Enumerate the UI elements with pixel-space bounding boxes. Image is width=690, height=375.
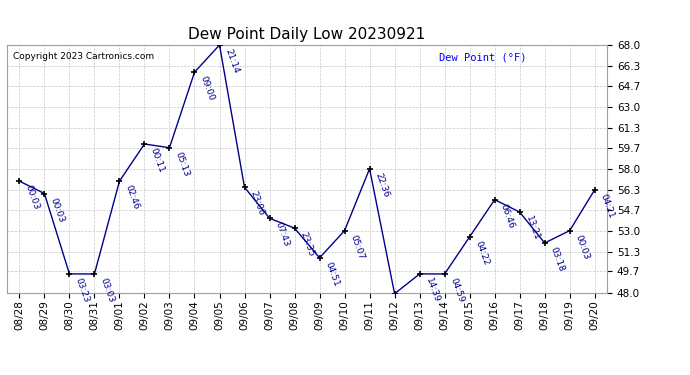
Text: 13:35: 13:35 <box>0 374 1 375</box>
Title: Dew Point Daily Low 20230921: Dew Point Daily Low 20230921 <box>188 27 426 42</box>
Text: 04:59: 04:59 <box>448 277 466 304</box>
Text: 04:51: 04:51 <box>324 261 341 288</box>
Text: Dew Point (°F): Dew Point (°F) <box>439 53 526 62</box>
Text: 05:13: 05:13 <box>174 150 191 178</box>
Text: 05:07: 05:07 <box>348 233 366 261</box>
Text: 04:21: 04:21 <box>599 193 616 220</box>
Text: 09:00: 09:00 <box>199 75 216 102</box>
Text: 06:46: 06:46 <box>499 202 516 230</box>
Text: 02:46: 02:46 <box>124 184 141 211</box>
Text: Copyright 2023 Cartronics.com: Copyright 2023 Cartronics.com <box>13 53 154 62</box>
Text: 23:35: 23:35 <box>299 231 316 258</box>
Text: 03:23: 03:23 <box>74 277 91 304</box>
Text: 00:11: 00:11 <box>148 147 166 174</box>
Text: 04:22: 04:22 <box>474 240 491 267</box>
Text: 21:14: 21:14 <box>224 48 241 75</box>
Text: 22:36: 22:36 <box>374 171 391 199</box>
Text: 00:03: 00:03 <box>48 196 66 223</box>
Text: 23:06: 23:06 <box>248 190 266 217</box>
Text: 03:18: 03:18 <box>549 246 566 273</box>
Text: 13:21: 13:21 <box>524 215 541 242</box>
Text: 00:03: 00:03 <box>574 233 591 261</box>
Text: 14:39: 14:39 <box>424 277 441 304</box>
Text: 00:03: 00:03 <box>23 184 41 211</box>
Text: 07:43: 07:43 <box>274 221 291 248</box>
Text: 03:03: 03:03 <box>99 277 116 304</box>
